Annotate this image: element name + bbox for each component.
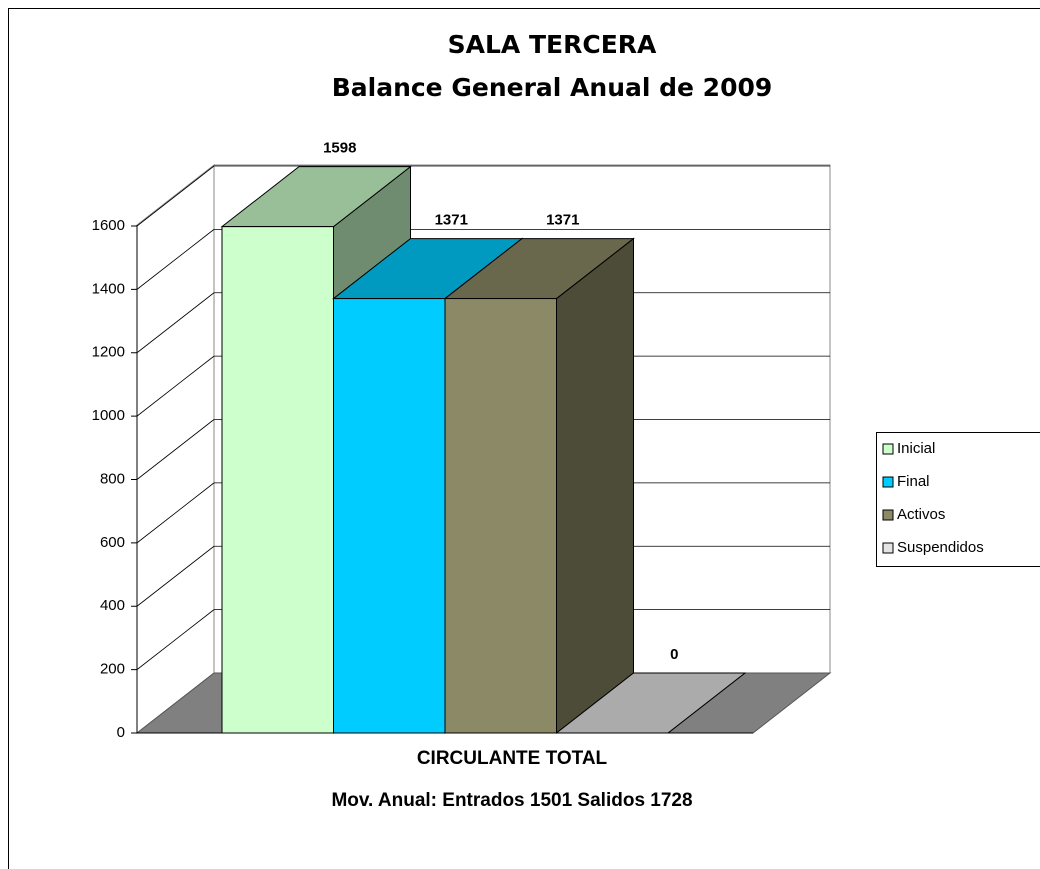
y-tick-label: 1200 — [92, 344, 125, 361]
legend-swatch — [882, 542, 894, 554]
grid-line — [136, 482, 215, 544]
bar-top — [555, 672, 747, 734]
bar-top-shade — [556, 673, 745, 733]
data-label: 0 — [670, 646, 678, 663]
grid-line — [136, 165, 215, 227]
legend-swatch — [882, 509, 894, 521]
y-tick-label: 1600 — [92, 217, 125, 234]
grid-line — [136, 355, 215, 417]
legend-swatch — [882, 476, 894, 488]
bar-top-shade — [222, 166, 411, 227]
x-axis-sublabel: Mov. Anual: Entrados 1501 Salidos 1728 — [331, 790, 692, 811]
data-label: 1371 — [435, 212, 468, 229]
data-label: 1371 — [546, 212, 579, 229]
legend-label: Inicial — [897, 440, 935, 457]
legend-box — [876, 432, 1040, 567]
bar-top-shade — [333, 238, 522, 299]
chart-subtitle: Balance General Anual de 2009 — [332, 73, 773, 102]
y-tick-label: 400 — [100, 597, 125, 614]
bar — [221, 226, 334, 734]
data-label: 1598 — [323, 140, 356, 157]
legend-label: Activos — [897, 506, 945, 523]
legend-label: Suspendidos — [897, 539, 984, 556]
x-axis-label: CIRCULANTE TOTAL — [417, 748, 608, 769]
y-tick-label: 800 — [100, 470, 125, 487]
y-tick-label: 0 — [117, 724, 125, 741]
grid-line — [136, 545, 215, 607]
grid-line — [136, 292, 215, 354]
bar — [444, 298, 557, 734]
grid-line — [136, 609, 215, 670]
bar — [333, 298, 446, 734]
y-tick-label: 1000 — [92, 407, 125, 424]
y-tick-label: 200 — [100, 661, 125, 678]
y-tick-label: 1400 — [92, 280, 125, 297]
grid-line — [136, 229, 215, 290]
legend-swatch — [882, 443, 894, 455]
bar-side-shade — [556, 238, 634, 733]
legend-label: Final — [897, 473, 930, 490]
bar-top-shade — [445, 238, 634, 299]
chart-title: SALA TERCERA — [448, 30, 657, 59]
grid-line — [136, 419, 215, 480]
y-tick-label: 600 — [100, 534, 125, 551]
